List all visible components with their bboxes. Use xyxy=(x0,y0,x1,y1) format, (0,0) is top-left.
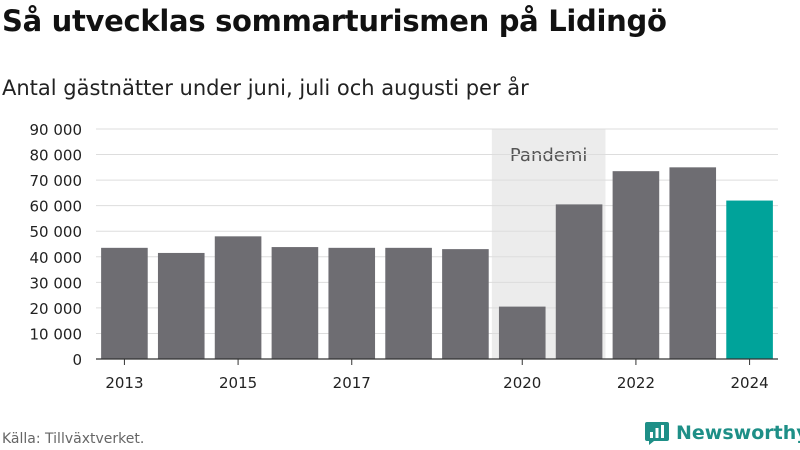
bar-2020 xyxy=(498,306,546,359)
x-tick-label: 2022 xyxy=(617,374,655,392)
bar-2013 xyxy=(101,247,148,359)
bar-2018 xyxy=(385,247,432,359)
grid-layer xyxy=(96,128,778,334)
y-tick-label: 30 000 xyxy=(30,274,83,292)
x-tick-label: 2020 xyxy=(503,374,541,392)
y-tick-label: 70 000 xyxy=(30,172,83,190)
bar-2014 xyxy=(157,252,205,359)
bar-2021 xyxy=(555,204,603,359)
x-tick-label: 2017 xyxy=(333,374,371,392)
newsworthy-logo-icon xyxy=(645,422,669,445)
bar-2015 xyxy=(214,236,262,359)
y-tick-label: 60 000 xyxy=(30,198,83,216)
x-tick-label: 2015 xyxy=(219,374,257,392)
bar-2024 xyxy=(726,200,773,359)
bar-2022 xyxy=(612,171,660,359)
bar-2019 xyxy=(442,249,489,359)
source-note: Källa: Tillväxtverket. xyxy=(2,431,145,447)
bar-2017 xyxy=(328,247,376,359)
axis-layer: 0 10 000 20 000 30 000 40 000 50 000 60 000 70 … xyxy=(30,121,778,392)
pandemic-label: Pandemi xyxy=(510,145,588,166)
bar-layer xyxy=(101,167,773,359)
y-tick-label: 80 000 xyxy=(30,147,83,165)
y-tick-label: 0 xyxy=(72,351,82,369)
brand-logo: Newsworthy xyxy=(644,420,800,446)
x-tick-label: 2013 xyxy=(105,374,143,392)
y-tick-label: 40 000 xyxy=(30,249,83,267)
y-tick-label: 50 000 xyxy=(30,223,83,241)
y-tick-label: 10 000 xyxy=(30,325,83,343)
chart-title: Så utvecklas sommarturismen på Lidingö xyxy=(2,4,667,38)
chart-subtitle: Antal gästnätter under juni, juli och au… xyxy=(2,76,529,100)
bar-2016 xyxy=(271,247,319,359)
bar-2023 xyxy=(669,167,717,359)
y-tick-label: 90 000 xyxy=(30,121,83,139)
y-tick-label: 20 000 xyxy=(30,300,83,318)
brand-name: Newsworthy xyxy=(676,422,800,444)
x-tick-label: 2024 xyxy=(730,374,768,392)
